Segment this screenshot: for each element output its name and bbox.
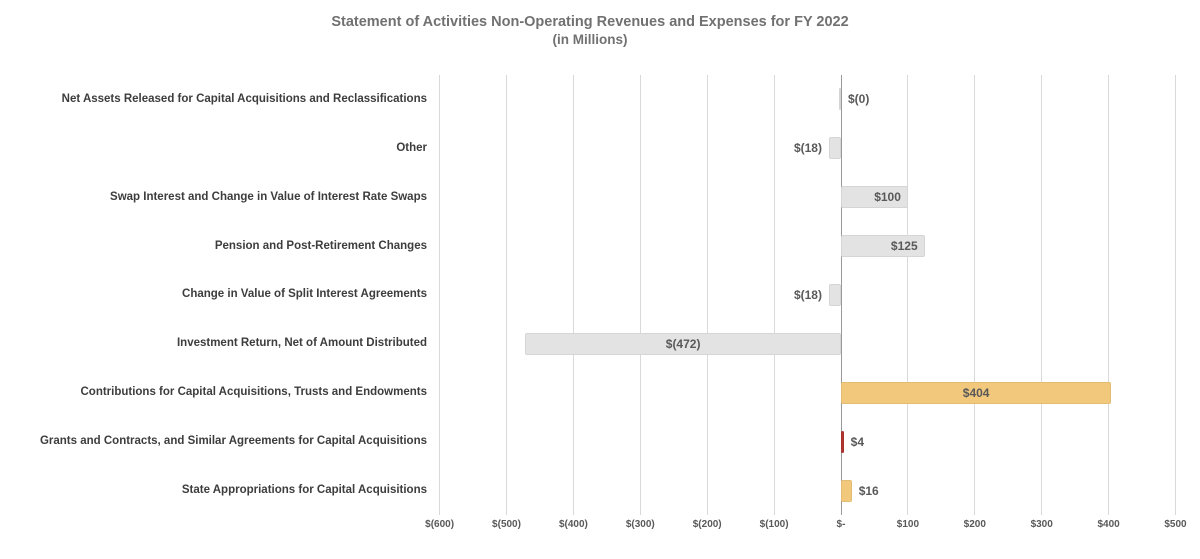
category-label: State Appropriations for Capital Acquisi… <box>181 484 427 497</box>
bar-value-label: $(472) <box>665 336 701 351</box>
gridline <box>1108 75 1110 515</box>
x-tick-label: $(600) <box>425 519 455 530</box>
gridline <box>1175 75 1176 515</box>
category-label: Investment Return, Net of Amount Distrib… <box>176 337 427 350</box>
category-label: Net Assets Released for Capital Acquisit… <box>61 92 427 105</box>
bar <box>828 137 841 160</box>
gridline <box>773 75 775 515</box>
chart-subtitle: (in Millions) <box>552 32 628 47</box>
x-tick-label: $500 <box>1164 519 1187 530</box>
category-label: Grants and Contracts, and Similar Agreem… <box>39 435 427 448</box>
x-tick-label: $200 <box>963 519 986 530</box>
gridline <box>974 75 976 515</box>
gridline <box>907 75 909 515</box>
bar-value-label: $(0) <box>848 92 870 107</box>
x-tick-label: $(200) <box>692 519 722 530</box>
bar-value-label: $(18) <box>793 141 822 156</box>
gridline <box>639 75 641 515</box>
x-tick-label: $(300) <box>625 519 655 530</box>
bar-value-label: $(18) <box>793 288 822 302</box>
chart-title: Statement of Activities Non-Operating Re… <box>331 14 849 30</box>
bar-value-label: $100 <box>874 190 901 205</box>
x-tick-label: $(100) <box>759 519 789 530</box>
x-tick-label: $(500) <box>492 519 521 530</box>
x-tick-label: $(400) <box>558 519 588 530</box>
bar-value-label: $125 <box>890 239 918 254</box>
category-label: Other <box>396 141 427 154</box>
gridline <box>572 75 574 515</box>
bar <box>841 235 925 258</box>
gridline <box>439 75 441 515</box>
bar <box>828 284 841 306</box>
gridline <box>706 75 708 515</box>
bar <box>841 479 852 502</box>
gridline <box>1041 75 1043 515</box>
bar-value-label: $404 <box>962 385 990 400</box>
x-tick-label: $400 <box>1097 519 1120 530</box>
bar-value-label: $4 <box>850 434 865 449</box>
category-label: Contributions for Capital Acquisitions, … <box>80 386 427 399</box>
category-label: Pension and Post-Retirement Changes <box>214 239 427 252</box>
chart-title-block: Statement of Activities Non-Operating Re… <box>0 13 1180 48</box>
gridline <box>506 75 507 515</box>
bar-value-label: $16 <box>858 483 879 498</box>
bar <box>841 430 844 453</box>
x-tick-label: $- <box>836 519 846 530</box>
x-tick-label: $100 <box>896 519 920 530</box>
bar <box>841 381 1112 404</box>
bar <box>525 332 841 355</box>
x-tick-label: $300 <box>1030 519 1053 530</box>
zero-gridline <box>840 75 842 515</box>
category-label: Swap Interest and Change in Value of Int… <box>110 190 427 203</box>
category-label: Change in Value of Split Interest Agreem… <box>182 288 427 301</box>
bar <box>839 88 841 111</box>
bar <box>841 186 908 209</box>
